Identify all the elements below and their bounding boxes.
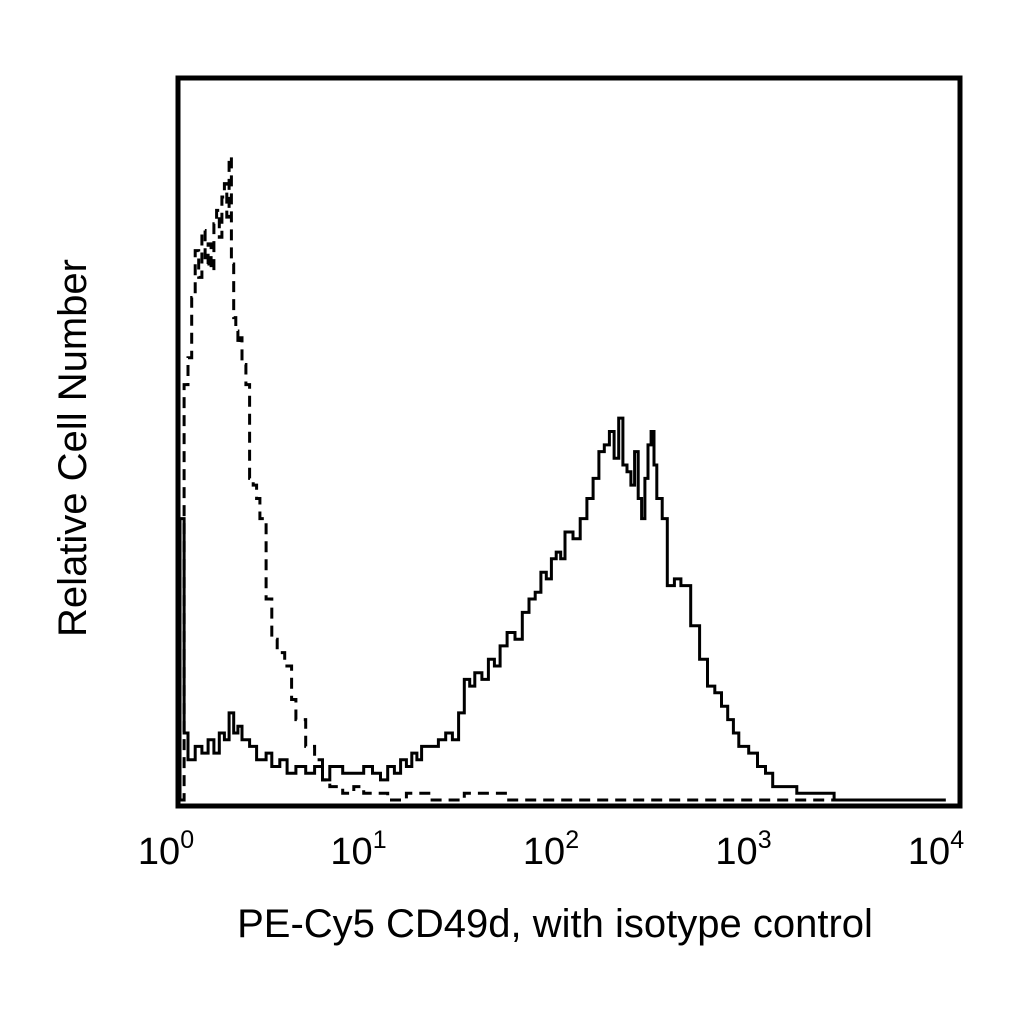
x-tick-label: 104	[908, 826, 964, 873]
x-tick-label: 100	[138, 826, 194, 873]
x-tick-label: 103	[715, 826, 771, 873]
x-tick-label: 102	[523, 826, 579, 873]
x-axis-title: PE-Cy5 CD49d, with isotype control	[237, 902, 873, 946]
isotype-control-line	[180, 155, 946, 802]
series-layer	[178, 155, 946, 802]
y-axis-title: Relative Cell Number	[51, 259, 95, 637]
x-tick-label: 101	[330, 826, 386, 873]
plot-frame	[175, 75, 963, 809]
x-tick-labels: 100 101 102 103 104	[138, 826, 964, 873]
cd49d-line	[178, 416, 946, 802]
